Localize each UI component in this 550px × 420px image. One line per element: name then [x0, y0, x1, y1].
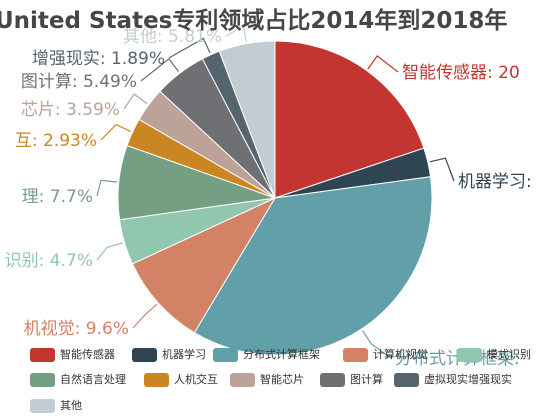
legend-item[interactable]: 计算机视觉 — [343, 348, 428, 362]
slice-label: 机视觉: 9.6% — [24, 319, 129, 339]
legend-item[interactable]: 模式识别 — [457, 348, 531, 362]
legend-label: 机器学习 — [162, 348, 206, 361]
label-leader-line — [367, 55, 399, 73]
slice-label: 机器学习: — [458, 172, 532, 192]
legend-swatch — [320, 373, 345, 387]
legend-swatch — [144, 373, 169, 387]
slice-label: 识别: 4.7% — [5, 251, 93, 271]
slice-label: 增强现实: 1.89% — [32, 49, 165, 69]
pie-slice-1[interactable] — [274, 40, 425, 199]
label-leader-line — [362, 330, 392, 359]
legend-label: 人机交互 — [174, 373, 218, 386]
label-leader-line — [123, 93, 148, 110]
label-leader-line — [96, 179, 117, 197]
slice-label: 芯片: 3.59% — [21, 100, 120, 120]
legend-label: 其他 — [60, 399, 82, 412]
legend-label: 智能芯片 — [260, 373, 304, 386]
legend-swatch — [30, 373, 55, 387]
legend-label: 计算机视觉 — [373, 348, 428, 361]
label-leader-line — [100, 123, 131, 141]
legend-swatch — [30, 399, 55, 413]
label-leader-line — [429, 157, 455, 182]
legend-swatch — [132, 348, 157, 362]
legend-swatch — [343, 348, 368, 362]
legend-item[interactable]: 智能芯片 — [230, 373, 304, 387]
legend-item[interactable]: 其他 — [30, 399, 82, 413]
slice-label: 智能传感器: 20 — [402, 63, 520, 83]
pie-slice-11[interactable] — [218, 40, 276, 199]
legend-swatch — [30, 348, 55, 362]
legend-item[interactable]: 智能传感器 — [30, 348, 115, 362]
slice-label: 图计算: 5.49% — [21, 72, 137, 92]
legend-label: 模式识别 — [487, 348, 531, 361]
legend-item[interactable]: 虚拟现实增强现实 — [394, 373, 512, 387]
legend-swatch — [457, 348, 482, 362]
legend-swatch — [213, 348, 238, 362]
label-leader-line — [225, 24, 247, 42]
label-leader-line — [168, 37, 211, 59]
slice-label: 理: 7.7% — [22, 187, 93, 207]
legend-label: 分布式计算框架 — [243, 348, 320, 361]
chart-title: United States专利领域占比2014年到2018年 — [0, 8, 508, 34]
label-leader-line — [140, 58, 180, 82]
legend-item[interactable]: 分布式计算框架 — [213, 348, 320, 362]
legend-item[interactable]: 人机交互 — [144, 373, 218, 387]
slice-label: 其他: 5.81% — [123, 27, 222, 47]
legend-swatch — [230, 373, 255, 387]
legend-label: 智能传感器 — [60, 348, 115, 361]
legend-label: 虚拟现实增强现实 — [424, 373, 512, 386]
legend-item[interactable]: 机器学习 — [132, 348, 206, 362]
legend-label: 图计算 — [350, 373, 383, 386]
legend-swatch — [394, 373, 419, 387]
label-leader-line — [96, 242, 123, 261]
legend-item[interactable]: 自然语言处理 — [30, 373, 126, 387]
legend-item[interactable]: 图计算 — [320, 373, 383, 387]
slice-label: 互: 2.93% — [15, 131, 97, 151]
pie-slice-4[interactable] — [131, 196, 277, 334]
label-leader-line — [132, 303, 158, 329]
legend-label: 自然语言处理 — [60, 373, 126, 386]
